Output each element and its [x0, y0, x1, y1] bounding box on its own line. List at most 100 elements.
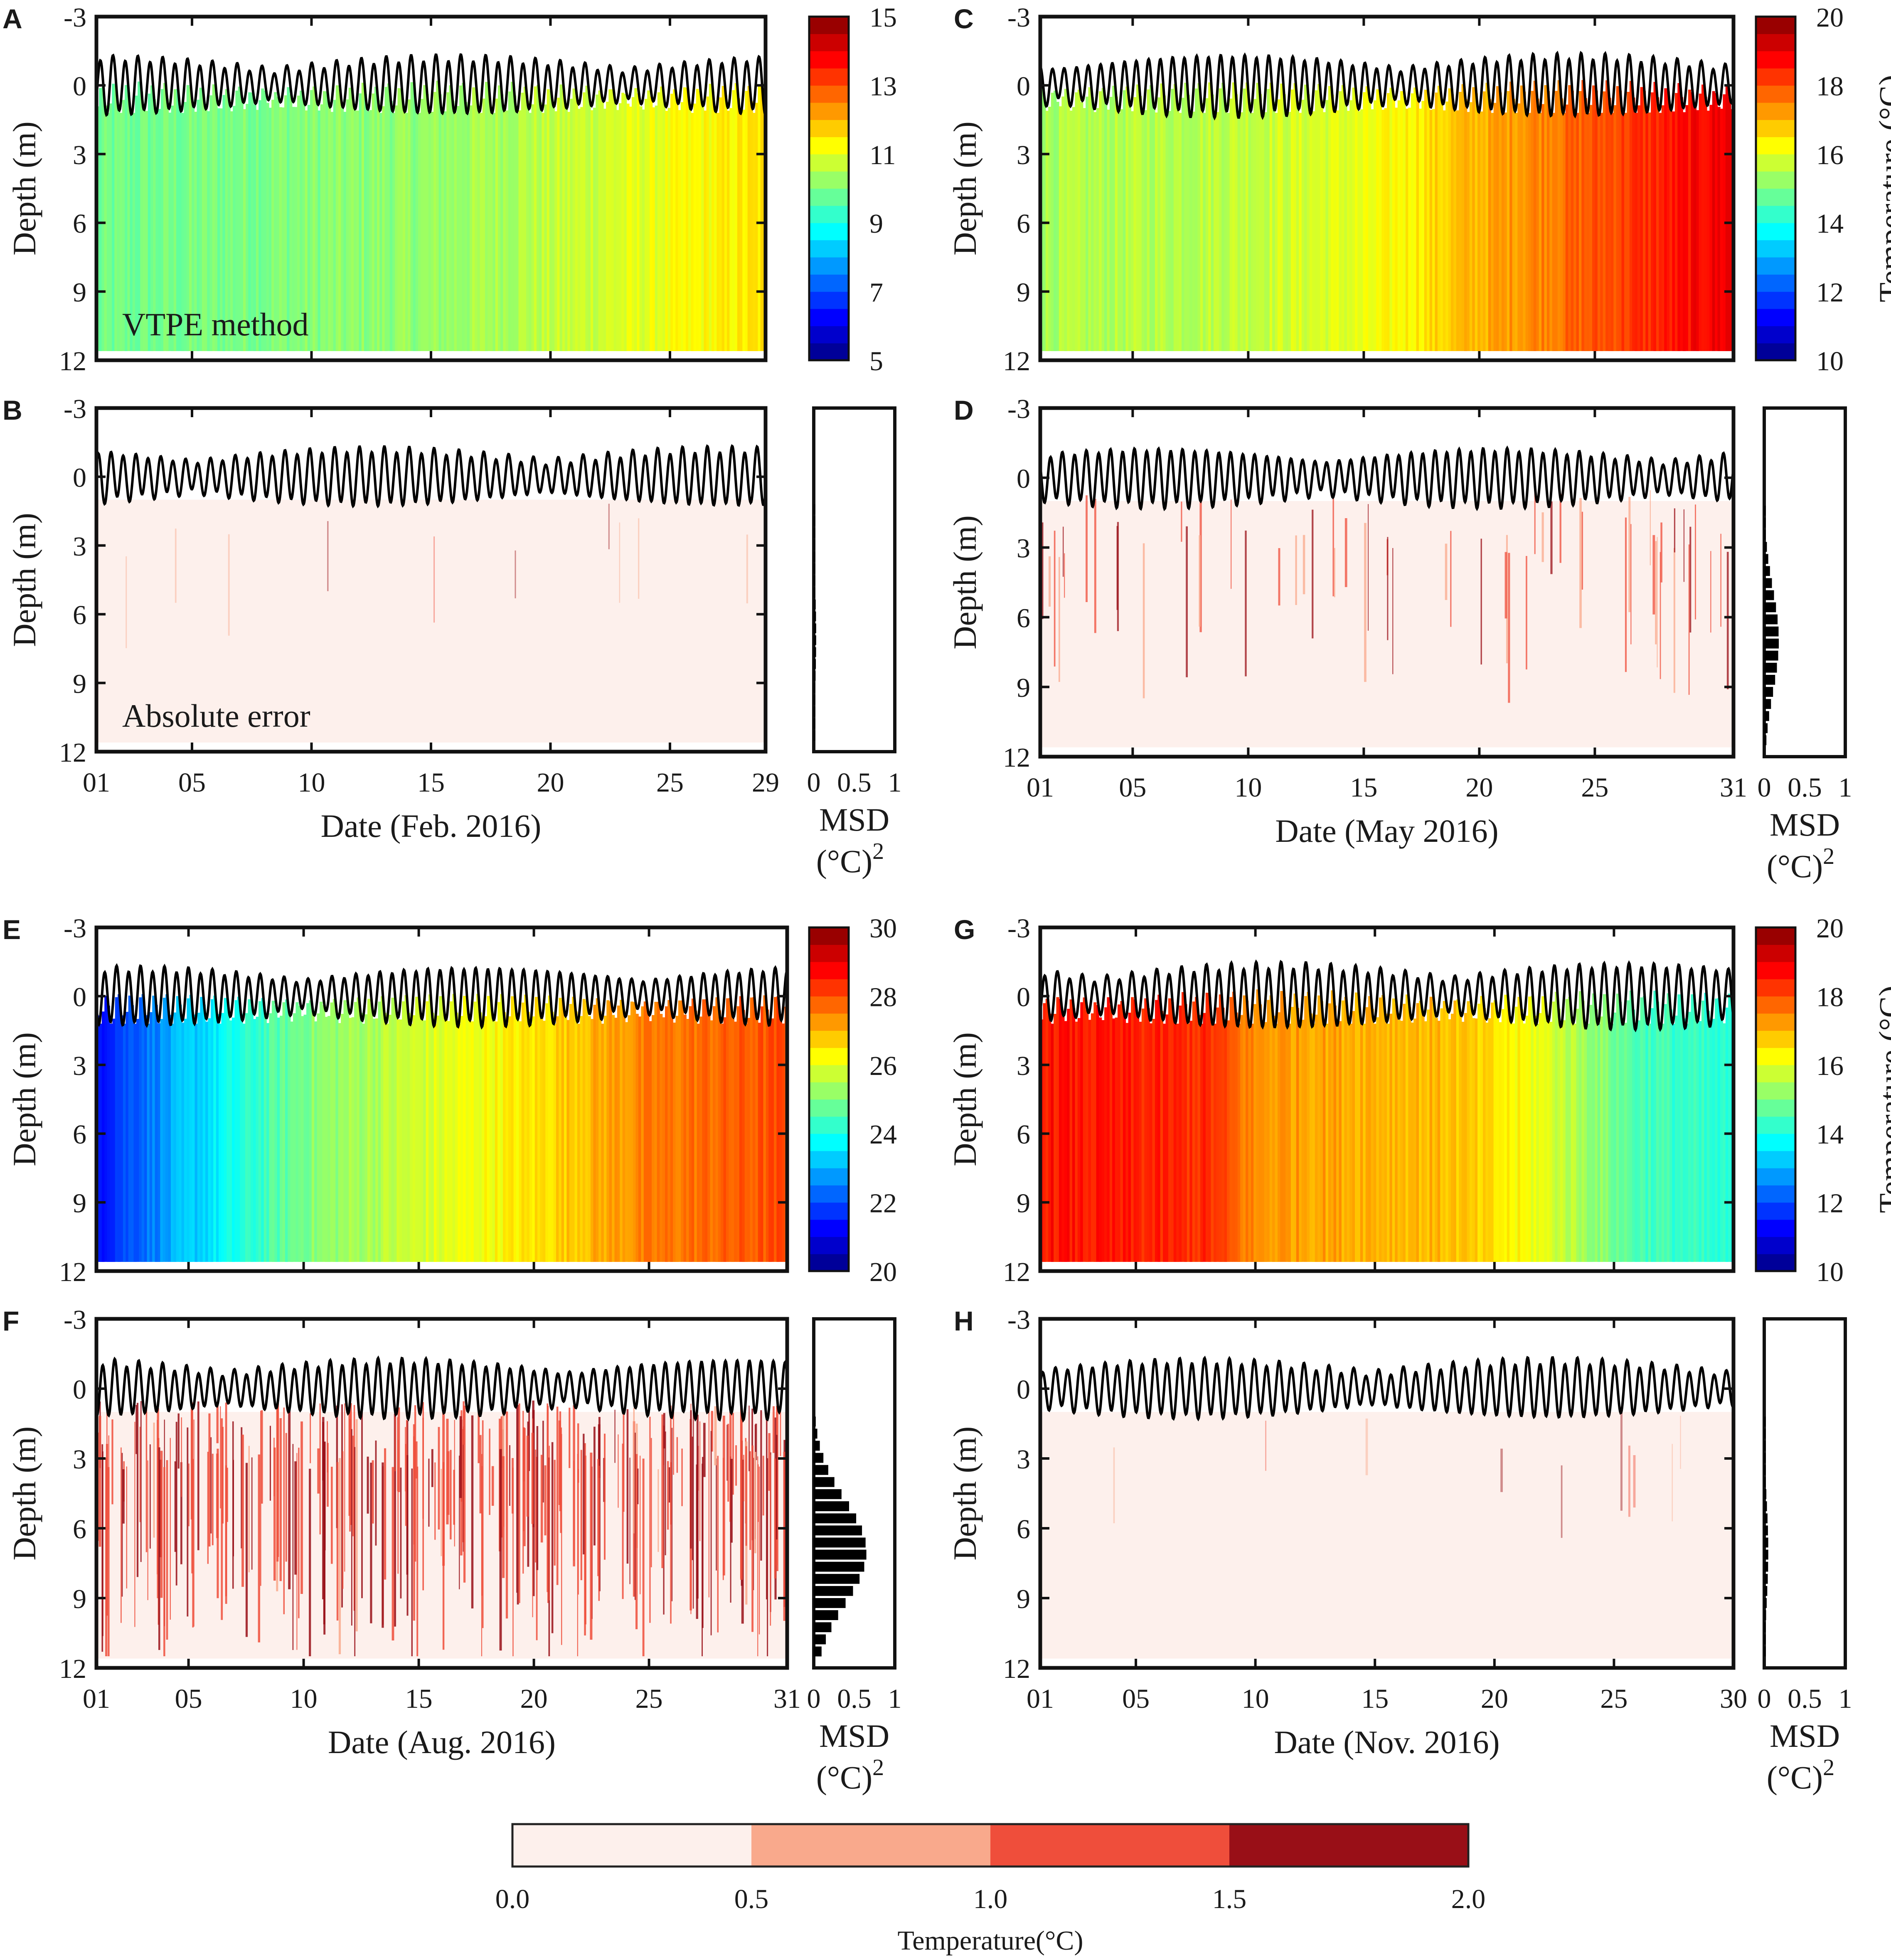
error-streak [153, 1422, 155, 1538]
temperature-column [761, 1006, 764, 1262]
panel-letter: E [2, 914, 21, 945]
temperature-column [433, 1023, 437, 1262]
error-streak [317, 1448, 320, 1494]
temperature-column [1397, 100, 1401, 351]
colorbar-band [1756, 1013, 1795, 1031]
temperature-column [675, 1016, 679, 1262]
error-streak [1689, 526, 1692, 633]
temperature-column [1357, 111, 1361, 351]
temperature-column [289, 94, 293, 351]
temperature-column [1107, 109, 1110, 351]
temperature-column [341, 106, 344, 351]
error-streak [489, 1429, 490, 1515]
temperature-column [1453, 1000, 1457, 1262]
temperature-column [513, 95, 517, 351]
y-tick-label: 9 [1017, 1188, 1030, 1219]
msd-bar [814, 730, 815, 740]
colorbar-tick-label: 5 [869, 346, 883, 376]
temperature-column [349, 1018, 352, 1262]
error-streak [341, 1404, 343, 1608]
temperature-column [455, 1013, 458, 1262]
temperature-column [423, 85, 426, 351]
temperature-column [173, 89, 177, 351]
temperature-column [1104, 1007, 1108, 1262]
error-streak [248, 1446, 250, 1572]
temperature-column [317, 1013, 320, 1262]
temperature-column [1077, 1018, 1081, 1262]
temperature-column [1699, 93, 1702, 351]
temperature-column [1531, 91, 1534, 351]
temperature-column [1432, 1002, 1435, 1262]
y-tick-label: -3 [1007, 394, 1030, 424]
temperature-column [359, 1013, 362, 1262]
x-tick-label: 10 [290, 1684, 318, 1714]
colorbar-band [1756, 291, 1795, 309]
colorbar-band [809, 291, 849, 309]
temperature-column [1365, 1007, 1369, 1262]
temperature-column [1045, 111, 1049, 352]
error-streak [233, 1460, 234, 1557]
temperature-column [1528, 996, 1532, 1262]
temperature-column [1355, 95, 1358, 351]
temperature-column [238, 86, 241, 351]
temperature-column [1499, 92, 1502, 351]
msd-unit: (°C)2 [816, 839, 884, 879]
msd-bar [1764, 1465, 1766, 1475]
error-streak [1181, 502, 1182, 542]
temperature-column [1101, 1020, 1105, 1262]
colorbar-tick-label: 9 [869, 209, 883, 239]
msd-bar [1764, 530, 1766, 540]
y-tick-label: 3 [1017, 1444, 1030, 1475]
msd-tick-label: 1 [1839, 772, 1852, 803]
temperature-column [1072, 1008, 1076, 1262]
temperature-column [1592, 85, 1596, 352]
temperature-column [420, 1020, 424, 1262]
temperature-column [1544, 1003, 1547, 1262]
temperature-column [128, 996, 131, 1262]
temperature-column [369, 110, 372, 351]
msd-frame [1763, 1317, 1847, 1670]
y-tick-label: 12 [59, 738, 86, 768]
temperature-column [1347, 111, 1350, 351]
temperature-column [132, 113, 135, 352]
temperature-column [1320, 1001, 1323, 1262]
temperature-column [367, 998, 371, 1262]
temperature-column [1336, 1023, 1339, 1262]
temperature-column [1520, 85, 1523, 351]
colorbar-band [809, 120, 849, 138]
msd-bar [1764, 1513, 1768, 1524]
error-streak [1628, 1446, 1630, 1517]
temperature-column [536, 85, 539, 351]
temperature-column [763, 995, 766, 1262]
temperature-column [490, 999, 493, 1262]
temperature-column [675, 101, 679, 351]
temperature-column [314, 1021, 318, 1262]
error-streak [405, 1444, 407, 1526]
temperature-column [527, 1012, 530, 1262]
temperature-column [534, 86, 537, 351]
temperature-column [1464, 1013, 1467, 1262]
colorbar-tick-label: 26 [869, 1051, 897, 1081]
temperature-column [1200, 1023, 1204, 1262]
temperature-column [261, 998, 264, 1262]
temperature-column [683, 1014, 687, 1262]
x-tick-label: 01 [83, 767, 110, 798]
temperature-column [1464, 99, 1467, 351]
temperature-column [1219, 994, 1222, 1262]
temperature-column [1064, 1021, 1067, 1262]
x-tick-label: 15 [1361, 1684, 1389, 1714]
temperature-column [1136, 1016, 1140, 1262]
y-tick-label: 9 [73, 669, 86, 699]
error-streak [727, 1424, 729, 1502]
temperature-column [1405, 108, 1409, 352]
error-streak [208, 1413, 211, 1547]
error-streak [1334, 548, 1335, 598]
error-streak [384, 1448, 387, 1580]
temperature-column [392, 113, 396, 352]
temperature-column [1467, 1001, 1470, 1262]
temperature-column [415, 996, 419, 1262]
x-tick-label: 15 [1350, 772, 1377, 803]
temperature-column [192, 104, 195, 352]
temperature-column [1160, 83, 1163, 351]
tide-line [96, 1355, 787, 1423]
